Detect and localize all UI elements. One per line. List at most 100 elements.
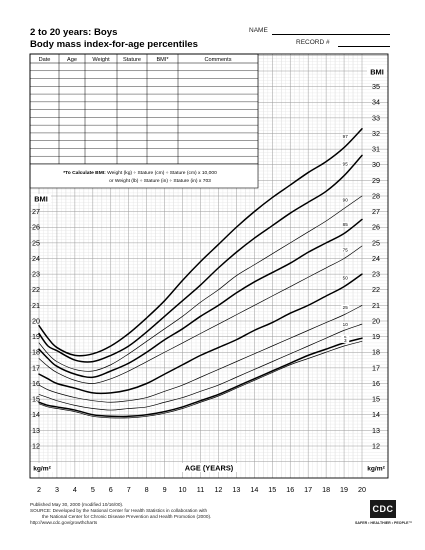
formula-label: *To Calculate BMI:	[63, 170, 106, 176]
axis-labels: 1213141516171819202122232425262712131415…	[31, 67, 387, 494]
record-table-column-header: Age	[67, 57, 77, 63]
y-tick-label-right: 27	[372, 207, 380, 216]
ylabel-right-bg	[367, 67, 387, 76]
y-tick-label-left: 15	[32, 395, 40, 404]
unit-label-right: kg/m²	[367, 466, 385, 473]
cdc-logo: CDC	[370, 500, 396, 518]
footer-source: SOURCE: Developed by the National Center…	[30, 508, 208, 513]
bmi-formula-box: *To Calculate BMI: Weight (kg) ÷ Stature…	[29, 163, 259, 189]
formula-line2: or Weight (lb) ÷ Stature (in) ÷ Stature …	[109, 178, 211, 184]
y-tick-label-left: 17	[32, 363, 40, 372]
percentile-curve-90	[38, 195, 363, 372]
x-tick-label: 18	[322, 485, 330, 494]
percentile-curve-25	[38, 305, 363, 403]
y-tick-label-right: 17	[372, 363, 380, 372]
x-tick-label: 5	[91, 485, 95, 494]
formula-metric: Weight (kg) ÷ Stature (cm) ÷ Stature (cm…	[106, 170, 217, 176]
percentile-label-bg	[341, 321, 350, 327]
percentile-curve-10	[38, 323, 363, 411]
y-tick-label-right: 23	[372, 270, 380, 279]
formula-box-frame	[29, 163, 259, 189]
x-tick-label: 14	[250, 485, 258, 494]
percentile-label-97: 97	[343, 134, 349, 139]
y-tick-label-left: 16	[32, 379, 40, 388]
y-tick-label-right: 13	[372, 426, 380, 435]
record-table-frame	[29, 53, 259, 165]
xlabel-bg	[180, 463, 238, 472]
y-tick-label-right: 16	[372, 379, 380, 388]
y-tick-label-right: 30	[372, 160, 380, 169]
xlabel: AGE (YEARS)	[185, 464, 234, 473]
y-tick-label-right: 25	[372, 238, 380, 247]
percentile-label-bg	[341, 247, 350, 253]
formula-line1: *To Calculate BMI: Weight (kg) ÷ Stature…	[63, 170, 217, 176]
percentile-curve-5	[38, 337, 363, 418]
x-tick-label: 16	[286, 485, 294, 494]
percentile-label-25: 25	[343, 305, 349, 310]
percentile-label-bg	[341, 161, 350, 167]
record-field-line[interactable]	[338, 46, 390, 47]
percentile-label-50: 50	[343, 276, 349, 281]
name-field-line[interactable]	[272, 34, 390, 35]
x-tick-label: 8	[145, 485, 149, 494]
percentile-label-bg	[341, 197, 350, 203]
chart-title-line2: Body mass index-for-age percentiles	[30, 39, 198, 50]
percentile-label-85: 85	[343, 222, 349, 227]
percentile-curve-97	[38, 128, 363, 357]
y-tick-label-right: 18	[372, 348, 380, 357]
ylabel-left: BMI	[34, 195, 48, 204]
x-tick-label: 4	[73, 485, 77, 494]
y-tick-label-right: 19	[372, 332, 380, 341]
y-tick-label-left: 19	[32, 332, 40, 341]
y-tick-label-left: 22	[32, 285, 40, 294]
x-tick-label: 11	[197, 485, 204, 494]
y-tick-label-right: 28	[372, 191, 380, 200]
y-tick-label-left: 24	[32, 254, 40, 263]
x-tick-label: 20	[358, 485, 366, 494]
x-tick-label: 12	[214, 485, 222, 494]
x-tick-label: 15	[268, 485, 276, 494]
percentile-curve-95	[38, 154, 363, 363]
x-tick-label: 3	[55, 485, 59, 494]
record-table: Date Age Weight Stature BMI* Comments	[29, 53, 259, 165]
y-tick-label-left: 23	[32, 270, 40, 279]
percentile-label-3: 3	[344, 338, 347, 343]
ylabel-right: BMI	[370, 68, 384, 77]
cdc-tagline: SAFER • HEALTHIER • PEOPLE™	[355, 521, 413, 525]
y-tick-label-right: 15	[372, 395, 380, 404]
x-tick-label: 19	[340, 485, 348, 494]
y-tick-label-right: 32	[372, 129, 380, 138]
percentile-label-bg	[341, 275, 350, 281]
x-tick-label: 9	[163, 485, 167, 494]
percentile-label-bg	[341, 133, 350, 139]
y-tick-label-left: 26	[32, 223, 40, 232]
y-tick-label-right: 35	[372, 82, 380, 91]
record-table-column-header: Comments	[204, 57, 231, 63]
record-table-column-header: Weight	[92, 57, 110, 63]
x-tick-label: 10	[179, 485, 187, 494]
y-tick-label-right: 26	[372, 223, 380, 232]
record-label: RECORD #	[296, 39, 330, 46]
y-tick-label-right: 20	[372, 316, 380, 325]
percentile-curve-85	[38, 218, 363, 379]
y-tick-label-right: 31	[372, 145, 380, 154]
ylabel-left-bg	[31, 194, 51, 203]
y-tick-label-left: 12	[32, 441, 40, 450]
unit-right-bg	[365, 463, 387, 472]
percentile-label-90: 90	[343, 198, 349, 203]
y-tick-label-right: 22	[372, 285, 380, 294]
unit-left-bg	[31, 463, 53, 472]
percentile-label-95: 95	[343, 162, 349, 167]
y-tick-label-left: 14	[32, 410, 40, 419]
y-tick-label-right: 14	[372, 410, 380, 419]
x-tick-label: 2	[37, 485, 41, 494]
percentile-curve-75	[38, 245, 363, 384]
footer-url[interactable]: http://www.cdc.gov/growthcharts	[30, 520, 98, 525]
percentile-label-bg	[341, 221, 350, 227]
percentile-label-75: 75	[343, 248, 349, 253]
y-tick-label-right: 34	[372, 98, 380, 107]
x-tick-label: 7	[127, 485, 131, 494]
plot-border	[29, 53, 389, 479]
y-tick-label-right: 24	[372, 254, 380, 263]
